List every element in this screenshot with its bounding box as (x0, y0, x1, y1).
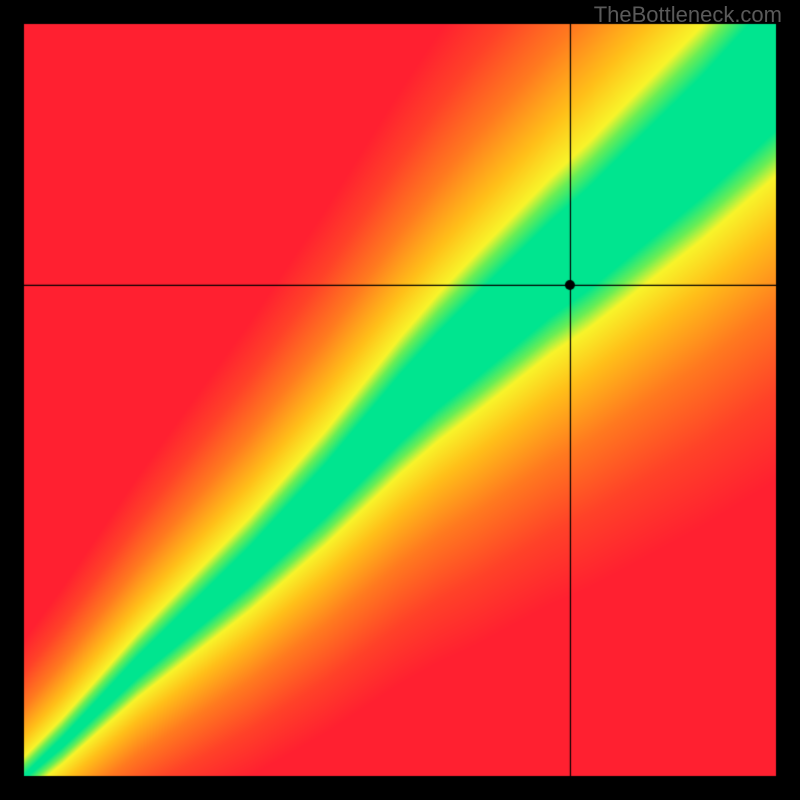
bottleneck-heatmap (0, 0, 800, 800)
chart-container: TheBottleneck.com (0, 0, 800, 800)
watermark-text: TheBottleneck.com (594, 2, 782, 28)
